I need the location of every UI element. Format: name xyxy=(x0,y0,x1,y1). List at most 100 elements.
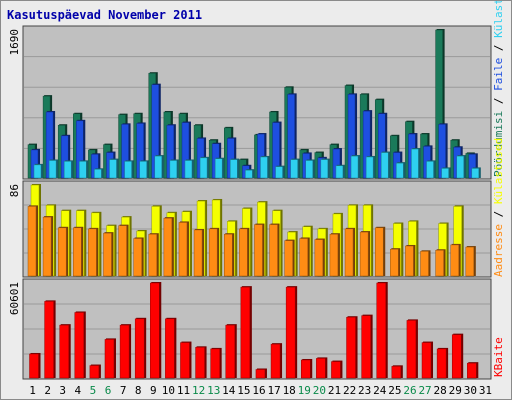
bar-külastatud-lehekülgi-day-26 xyxy=(411,148,421,179)
bar-aadresse-day-15 xyxy=(239,227,250,277)
bar-kbaite-day-12 xyxy=(195,346,207,379)
bar-aadresse-day-14 xyxy=(224,233,235,277)
legend-separator: / xyxy=(492,38,505,58)
bars-hits xyxy=(27,29,481,179)
bar-külastatud-lehekülgi-day-29 xyxy=(456,155,466,179)
x-tick-label-11: 11 xyxy=(177,384,190,397)
bar-külastatud-lehekülgi-day-10 xyxy=(169,159,179,179)
bar-kbaite-day-10 xyxy=(165,317,177,379)
x-tick-label-2: 2 xyxy=(44,384,51,397)
panel-hits: 1690 Pöördumisi / Faile / Külastatud leh… xyxy=(8,1,505,180)
legend-item-külastused: Külastused xyxy=(492,138,505,204)
legend-item-kbaite: KBaite xyxy=(492,337,505,377)
x-tick-label-22: 22 xyxy=(343,384,356,397)
bar-kbaite-day-29 xyxy=(451,333,464,379)
bar-kbaite-day-28 xyxy=(436,347,449,379)
bar-aadresse-day-17 xyxy=(269,223,280,277)
bar-külastatud-lehekülgi-day-7 xyxy=(124,160,134,179)
bar-kbaite-day-8 xyxy=(134,317,147,379)
bar-kbaite-day-26 xyxy=(406,319,418,379)
bar-aadresse-day-1 xyxy=(27,205,38,277)
bar-kbaite-day-13 xyxy=(210,347,222,379)
bar-kbaite-day-15 xyxy=(240,286,252,379)
x-tick-label-13: 13 xyxy=(207,384,220,397)
bar-kbaite-day-19 xyxy=(300,358,313,379)
bar-aadresse-day-30 xyxy=(465,246,476,277)
bar-külastatud-lehekülgi-day-14 xyxy=(230,158,240,179)
x-tick-label-9: 9 xyxy=(150,384,157,397)
bar-külastatud-lehekülgi-day-3 xyxy=(63,160,74,179)
bar-külastatud-lehekülgi-day-23 xyxy=(365,155,376,179)
bar-aadresse-day-25 xyxy=(390,248,401,277)
x-tick-label-24: 24 xyxy=(373,384,387,397)
legend-visits: Aadresse / Külastused xyxy=(492,138,505,277)
bar-aadresse-day-3 xyxy=(57,226,69,277)
x-tick-label-19: 19 xyxy=(298,384,311,397)
bar-kbaite-day-1 xyxy=(29,352,41,379)
bar-kbaite-day-6 xyxy=(104,338,116,379)
legend-kbytes: KBaite xyxy=(492,337,505,377)
bars-kbytes xyxy=(29,282,479,379)
legend-item-külastatud-lehekülgi: Külastatud lehekülgi xyxy=(492,1,505,38)
legend-hits: Pöördumisi / Faile / Külastatud lehekülg… xyxy=(492,1,505,177)
bar-kbaite-day-16 xyxy=(255,368,267,379)
bar-aadresse-day-12 xyxy=(193,228,205,277)
panel-kbytes: 60601 KBaite xyxy=(8,278,505,380)
x-tick-label-23: 23 xyxy=(358,384,371,397)
legend-separator: / xyxy=(492,91,505,111)
bar-külastatud-lehekülgi-day-17 xyxy=(275,165,285,179)
bar-külastatud-lehekülgi-day-20 xyxy=(320,158,330,179)
x-tick-label-21: 21 xyxy=(328,384,341,397)
x-tick-label-1: 1 xyxy=(29,384,36,397)
bar-aadresse-day-22 xyxy=(344,227,356,277)
bar-aadresse-day-7 xyxy=(118,224,129,277)
bar-aadresse-day-18 xyxy=(284,239,295,277)
x-tick-label-25: 25 xyxy=(388,384,401,397)
x-tick-label-20: 20 xyxy=(313,384,326,397)
bar-kbaite-day-18 xyxy=(285,286,298,379)
bar-kbaite-day-17 xyxy=(270,343,283,379)
bar-aadresse-day-16 xyxy=(254,223,265,277)
bar-külastatud-lehekülgi-day-25 xyxy=(396,162,406,179)
bar-aadresse-day-9 xyxy=(148,233,159,277)
legend-separator: / xyxy=(492,204,505,224)
x-tick-label-3: 3 xyxy=(59,384,66,397)
bar-külastatud-lehekülgi-day-8 xyxy=(139,160,149,179)
x-tick-label-6: 6 xyxy=(105,384,112,397)
bar-aadresse-day-8 xyxy=(133,237,144,277)
bar-aadresse-day-24 xyxy=(374,226,386,277)
bar-külastatud-lehekülgi-day-2 xyxy=(48,159,59,179)
bar-külastatud-lehekülgi-day-5 xyxy=(94,168,104,179)
bar-aadresse-day-10 xyxy=(163,217,174,277)
bar-kbaite-day-24 xyxy=(376,282,388,379)
bar-kbaite-day-7 xyxy=(119,324,132,379)
bar-kbaite-day-9 xyxy=(150,282,162,379)
bar-külastatud-lehekülgi-day-19 xyxy=(305,159,315,179)
x-tick-label-28: 28 xyxy=(434,384,447,397)
bar-aadresse-day-29 xyxy=(450,243,461,277)
bar-kbaite-day-3 xyxy=(59,324,71,379)
bar-kbaite-day-20 xyxy=(316,357,328,379)
y-max-label-kbytes: 60601 xyxy=(8,282,21,315)
bar-kbaite-day-23 xyxy=(361,314,373,379)
bar-aadresse-day-6 xyxy=(103,232,114,277)
bar-külastatud-lehekülgi-day-9 xyxy=(154,155,164,179)
legend-item-aadresse: Aadresse xyxy=(492,224,505,277)
x-tick-label-8: 8 xyxy=(135,384,142,397)
bar-aadresse-day-21 xyxy=(329,233,340,277)
x-tick-label-26: 26 xyxy=(403,384,416,397)
legend-item-faile: Faile xyxy=(492,58,505,91)
x-tick-label-10: 10 xyxy=(162,384,175,397)
y-max-label-hits: 1690 xyxy=(8,29,21,56)
bar-külastatud-lehekülgi-day-18 xyxy=(290,158,300,179)
x-tick-label-4: 4 xyxy=(75,384,82,397)
x-tick-label-18: 18 xyxy=(283,384,296,397)
x-tick-label-14: 14 xyxy=(222,384,236,397)
bar-külastatud-lehekülgi-day-1 xyxy=(33,163,43,179)
legend-item-pöördumisi: Pöördumisi xyxy=(492,111,505,177)
chart-title: Kasutuspäevad November 2011 xyxy=(7,8,202,22)
bar-kbaite-day-21 xyxy=(331,360,343,379)
x-tick-label-16: 16 xyxy=(252,384,265,397)
